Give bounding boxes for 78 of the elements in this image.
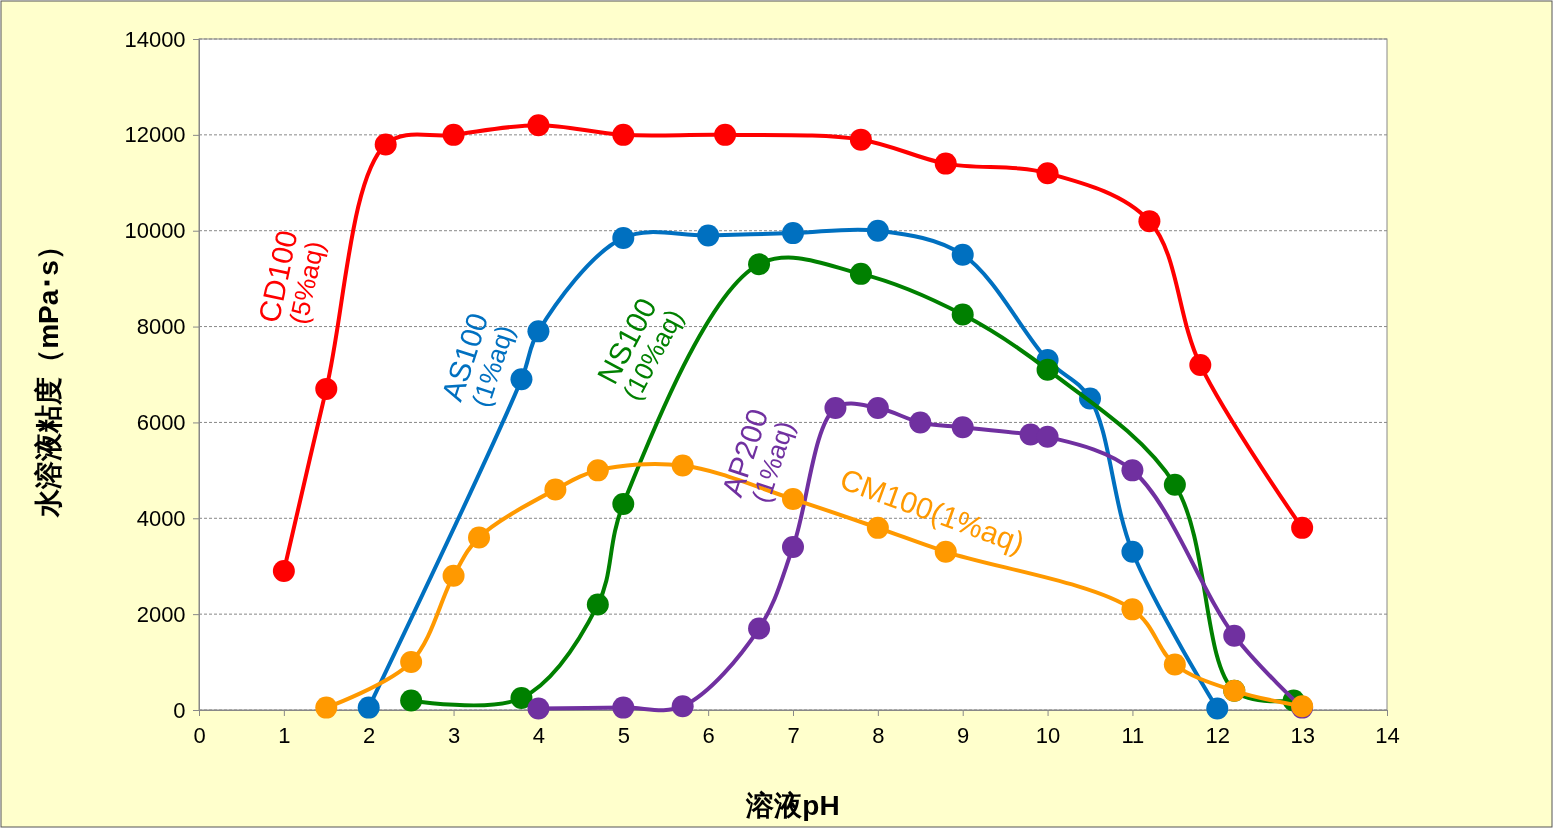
point — [315, 377, 338, 400]
y-tick-label: 8000 — [136, 314, 186, 340]
x-tick-label: 4 — [532, 723, 546, 749]
point — [782, 536, 804, 559]
point — [671, 695, 694, 718]
point — [951, 243, 974, 266]
point — [1163, 473, 1186, 496]
x-tick-label: 14 — [1375, 723, 1400, 749]
point — [1036, 358, 1059, 381]
point — [1206, 697, 1229, 720]
x-tick-label: 10 — [1035, 723, 1061, 749]
point — [442, 123, 465, 146]
point — [612, 226, 635, 249]
x-tick-label: 11 — [1121, 723, 1145, 749]
y-tick-label: 14000 — [124, 26, 186, 52]
point — [748, 253, 771, 276]
y-tick-label: 10000 — [124, 218, 186, 244]
point — [612, 492, 635, 515]
point — [527, 697, 550, 720]
point — [400, 689, 423, 712]
point — [1121, 459, 1144, 482]
point — [272, 560, 295, 582]
x-axis-title: 溶液pH — [745, 790, 840, 821]
point — [934, 152, 957, 175]
point — [1121, 598, 1144, 621]
point — [748, 617, 771, 640]
point — [400, 651, 423, 674]
point — [951, 416, 974, 439]
point — [1291, 516, 1314, 539]
x-tick-label: 5 — [617, 723, 630, 749]
y-axis-title: 水溶液粘度（mPa･s） — [33, 232, 64, 518]
point — [866, 219, 889, 242]
point — [1121, 540, 1144, 563]
point — [586, 459, 609, 482]
x-tick-label: 6 — [702, 723, 715, 749]
point — [510, 687, 533, 709]
point — [1138, 210, 1161, 233]
point — [315, 696, 338, 719]
y-tick-label: 2000 — [136, 601, 186, 627]
x-tick-label: 7 — [787, 723, 800, 749]
point — [442, 564, 465, 587]
point — [374, 133, 397, 156]
point — [1036, 425, 1059, 448]
x-tick-label: 12 — [1205, 723, 1231, 749]
x-tick-label: 13 — [1290, 723, 1315, 749]
x-tick-label: 9 — [957, 723, 970, 749]
point — [849, 262, 872, 285]
y-tick-label: 0 — [173, 697, 186, 723]
point — [697, 224, 720, 247]
x-tick-label: 8 — [872, 723, 885, 749]
point — [1189, 353, 1212, 376]
y-tick-label: 4000 — [136, 505, 186, 531]
y-tick-label: 12000 — [124, 122, 186, 148]
point — [714, 123, 737, 146]
point — [849, 128, 872, 151]
x-tick-label: 3 — [447, 723, 461, 749]
point — [824, 397, 847, 420]
point — [951, 303, 974, 326]
point — [1036, 162, 1059, 185]
point — [612, 123, 635, 146]
point — [866, 397, 889, 420]
point — [1163, 653, 1186, 676]
point — [468, 526, 491, 549]
point — [612, 696, 635, 719]
point — [357, 696, 380, 719]
point — [671, 454, 694, 477]
point — [909, 411, 932, 434]
x-tick-label: 2 — [363, 723, 376, 749]
point — [782, 222, 804, 245]
point — [527, 320, 550, 343]
point — [586, 593, 609, 616]
x-tick-label: 0 — [193, 723, 206, 749]
y-tick-label: 6000 — [136, 409, 186, 435]
text: CD100 (5%aq) — [251, 227, 331, 327]
point — [544, 478, 567, 501]
x-tick-label: 1 — [278, 723, 291, 749]
point — [527, 114, 550, 137]
point — [1223, 624, 1246, 647]
